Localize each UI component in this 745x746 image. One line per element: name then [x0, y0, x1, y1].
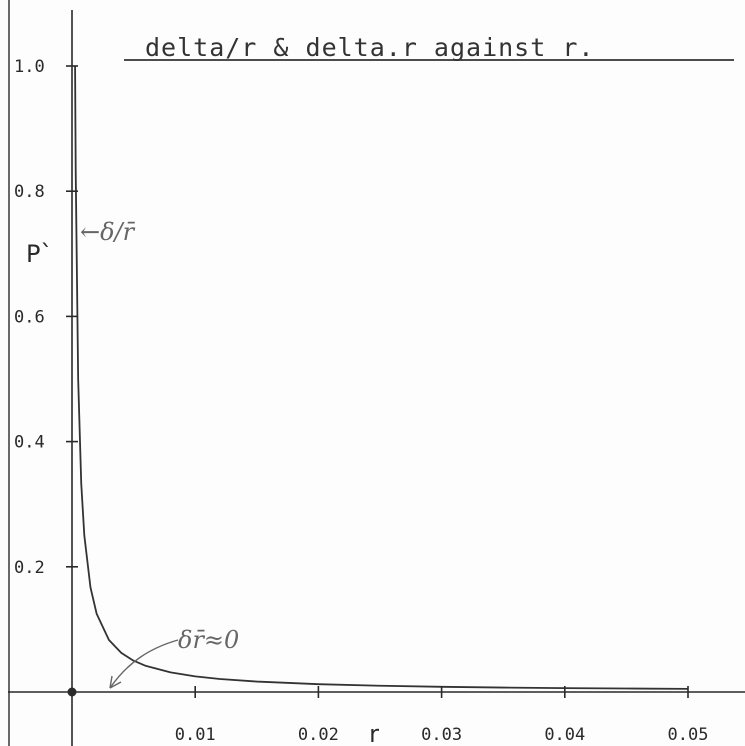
annotation-delta-r-approx-zero: δr̄≈0 — [178, 626, 239, 654]
annotation-delta-over-r: ←δ/r̄ — [80, 218, 136, 246]
series-layer — [74, 65, 689, 690]
origin-point — [67, 687, 77, 697]
y-axis-label: P` — [26, 240, 52, 268]
x-tick-label: 0.01 — [175, 725, 216, 745]
ticks-layer — [66, 65, 689, 698]
y-tick-label: 0.8 — [14, 182, 45, 202]
x-tick-label: 0.03 — [421, 725, 462, 745]
x-axis-label: r — [369, 720, 379, 746]
annotation-leader — [109, 639, 179, 689]
chart-title: delta/r & delta.r against r. — [145, 33, 594, 62]
x-tick-label: 0.05 — [668, 725, 709, 745]
x-tick-label: 0.04 — [544, 725, 585, 745]
text-layer: 0.01 0.02 0.03 0.04 0.05 0.2 0.4 0.6 0.8 1.0 delta… — [14, 33, 734, 746]
x-tick-label: 0.02 — [298, 725, 339, 745]
y-tick-label: 0.6 — [14, 307, 45, 327]
y-tick-label: 1.0 — [14, 57, 45, 77]
y-tick-label: 0.4 — [14, 433, 45, 453]
axes-layer — [8, 0, 745, 746]
y-tick-label: 0.2 — [14, 558, 45, 578]
series-line — [74, 65, 689, 690]
annotation-arrowhead — [109, 675, 122, 689]
